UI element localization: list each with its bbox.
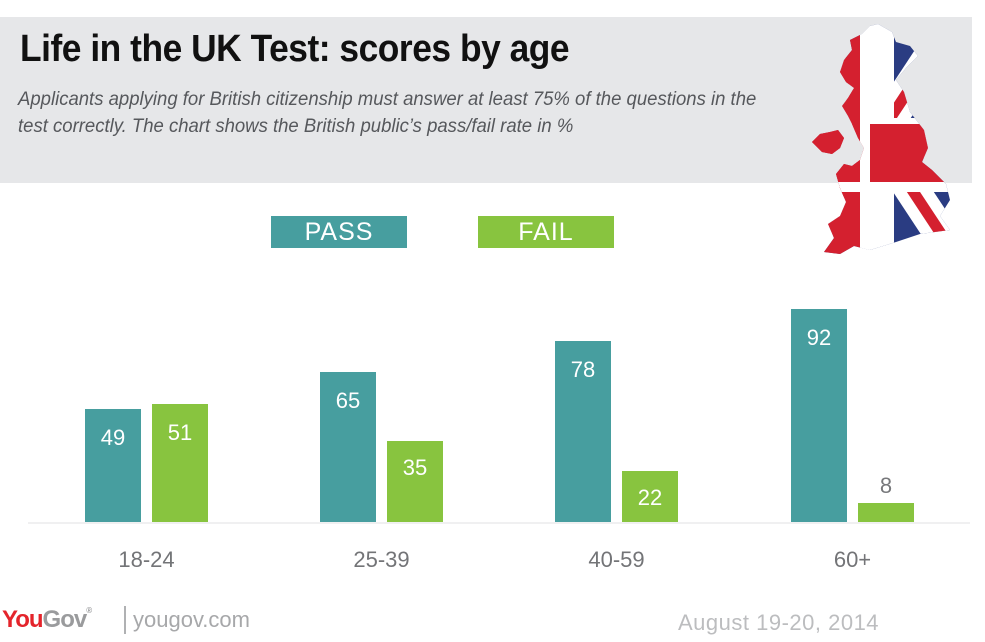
x-axis-category-label: 60+ (833, 547, 872, 572)
chart-title: Life in the UK Test: scores by age (20, 28, 570, 70)
bar-fail-60+ (858, 503, 914, 522)
uk-union-jack-map-icon (812, 24, 950, 254)
bar-value-label: 22 (637, 485, 663, 510)
bar-pass-25-39 (320, 372, 376, 522)
bar-fail-40-59 (622, 471, 678, 522)
legend-fail: FAIL (478, 216, 614, 248)
footer-url: yougov.com (133, 607, 250, 632)
bar-value-label: 35 (402, 455, 428, 480)
chart-subtitle: Applicants applying for British citizens… (18, 88, 757, 137)
bar-value-label: 49 (100, 425, 126, 450)
survey-date: August 19-20, 2014 (678, 610, 880, 635)
x-axis-category-label: 18-24 (118, 547, 175, 572)
x-axis-baseline (28, 522, 970, 524)
bar-fail-18-24 (152, 404, 208, 522)
header-panel (0, 17, 972, 183)
bar-fail-25-39 (387, 441, 443, 522)
legend-pass: PASS (271, 216, 407, 248)
bar-pass-18-24 (85, 409, 141, 522)
bar-value-label: 65 (335, 388, 361, 413)
x-axis-category-label: 40-59 (588, 547, 645, 572)
bar-value-label: 92 (806, 325, 832, 350)
bar-pass-40-59 (555, 341, 611, 522)
bar-value-label: 51 (167, 420, 193, 445)
bar-value-label: 78 (570, 357, 596, 382)
footer-divider (124, 606, 126, 634)
bar-pass-60+ (791, 309, 847, 522)
bar-value-label: 8 (879, 473, 893, 498)
yougov-logo: YouGov® (2, 606, 92, 633)
x-axis-category-label: 25-39 (353, 547, 410, 572)
